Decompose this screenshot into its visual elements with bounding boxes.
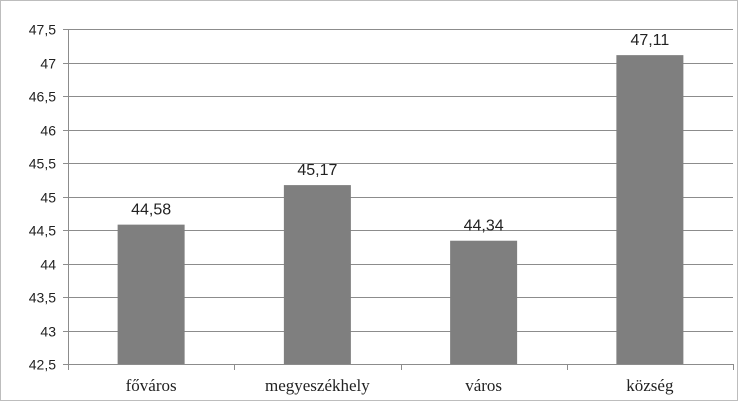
data-label: 44,58: [131, 202, 171, 219]
axes: [63, 29, 734, 370]
y-tick-label: 44: [40, 257, 56, 273]
y-tick-label: 45,5: [29, 156, 56, 172]
y-tick-labels: 42,5 43 43,5 44 44,5 45 45,5 46 46,5 47 47,5: [29, 22, 56, 373]
y-tick-label: 42,5: [29, 357, 56, 373]
y-tick-label: 47,5: [29, 22, 56, 38]
bar: [283, 185, 351, 364]
bars: [117, 55, 684, 364]
y-tick-label: 46,5: [29, 89, 56, 105]
bar: [450, 240, 518, 364]
category-label: község: [626, 376, 674, 395]
data-labels: 44,58 45,17 44,34 47,11: [131, 32, 669, 235]
category-label: város: [465, 376, 502, 395]
data-label: 44,34: [464, 218, 504, 235]
y-tick-label: 43,5: [29, 290, 56, 306]
category-labels: főváros megyeszékhely város község: [126, 376, 674, 395]
bar: [616, 55, 684, 364]
y-tick-label: 43: [40, 324, 56, 340]
category-label: főváros: [126, 376, 177, 395]
y-tick-label: 47: [40, 56, 56, 72]
category-label: megyeszékhely: [265, 376, 370, 395]
y-tick-label: 46: [40, 123, 56, 139]
bar: [117, 224, 185, 364]
y-tick-label: 45: [40, 190, 56, 206]
y-tick-label: 44,5: [29, 223, 56, 239]
data-label: 47,11: [630, 32, 669, 49]
data-label: 45,17: [297, 162, 337, 179]
